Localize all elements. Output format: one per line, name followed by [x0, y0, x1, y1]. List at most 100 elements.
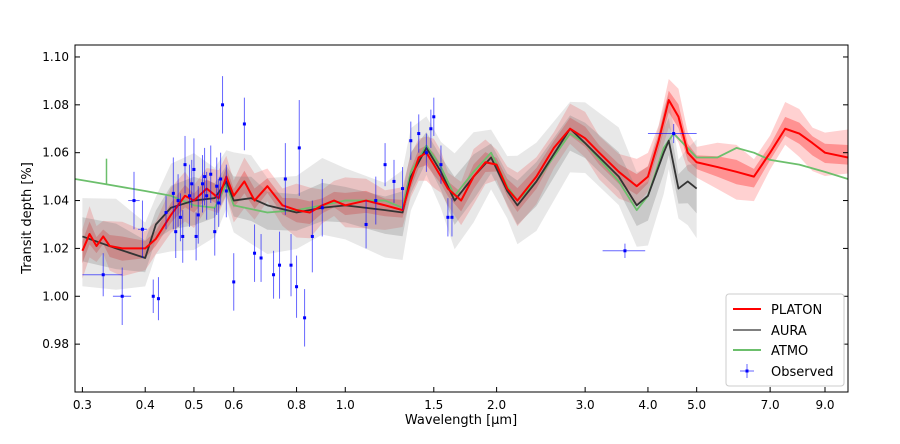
x-tick-label: 1.0 [336, 398, 355, 412]
observed-point [156, 277, 160, 321]
observed-point [217, 179, 221, 227]
observed-point [450, 198, 454, 237]
observed-marker [151, 294, 155, 298]
x-tick-label: 0.5 [184, 398, 203, 412]
observed-point [409, 121, 413, 160]
observed-marker [101, 273, 105, 277]
observed-point [320, 179, 324, 237]
observed-marker [374, 199, 378, 203]
observed-marker [383, 163, 387, 167]
observed-marker [259, 256, 263, 260]
observed-marker [224, 189, 228, 193]
legend: PLATON AURA ATMO Observed [725, 293, 845, 387]
y-axis-ticks: 0.98 1.00 1.02 1.04 1.06 1.08 1.10 [42, 50, 848, 351]
observed-point [295, 255, 299, 318]
observed-point [196, 186, 200, 244]
observed-point [374, 176, 378, 225]
legend-swatch-observed [740, 364, 754, 378]
observed-point [82, 253, 123, 297]
observed-point [253, 224, 257, 282]
legend-label-atmo: ATMO [771, 344, 808, 359]
y-tick-label: 1.10 [42, 50, 69, 64]
observed-marker [140, 227, 144, 231]
observed-marker [156, 297, 160, 301]
observed-point [183, 135, 187, 194]
observed-marker [672, 132, 676, 136]
observed-marker [203, 175, 207, 179]
observed-point [203, 147, 207, 206]
y-axis-label: Transit depth [%] [20, 162, 35, 275]
observed-point [137, 200, 147, 258]
observed-marker [283, 177, 287, 181]
observed-point [151, 279, 155, 314]
observed-marker [295, 285, 299, 289]
observed-point [188, 164, 192, 227]
observed-marker [213, 230, 217, 234]
observed-marker [176, 199, 180, 203]
observed-marker [409, 139, 413, 143]
x-tick-label: 5.0 [687, 398, 706, 412]
x-tick-label: 7.0 [761, 398, 780, 412]
observed-point [205, 171, 209, 220]
observed-point [429, 109, 433, 148]
observed-point [424, 133, 428, 172]
observed-marker [120, 294, 124, 298]
y-tick-label: 1.00 [42, 289, 69, 303]
observed-marker [289, 263, 293, 267]
x-tick-label: 2.0 [487, 398, 506, 412]
observed-marker [424, 151, 428, 155]
observed-point [200, 155, 204, 213]
observed-marker [432, 115, 436, 119]
x-tick-label: 0.4 [136, 398, 155, 412]
observed-point [174, 205, 178, 258]
observed-marker [232, 280, 236, 284]
observed-marker [320, 206, 324, 210]
observed-point [176, 174, 180, 227]
y-tick-label: 1.08 [42, 98, 69, 112]
observed-point [417, 114, 421, 153]
observed-point [392, 159, 396, 203]
observed-marker [242, 122, 246, 126]
observed-marker [205, 194, 209, 198]
observed-marker [215, 184, 219, 188]
observed-point [647, 123, 697, 144]
observed-marker [188, 194, 192, 198]
observed-point [446, 198, 450, 237]
observed-marker [623, 249, 627, 253]
atmo-line [75, 132, 848, 214]
aura-band-outer [82, 94, 697, 290]
observed-point [128, 171, 140, 230]
observed-point [259, 234, 263, 282]
uncertainty-bands [82, 79, 848, 290]
observed-marker [171, 191, 175, 195]
observed-point [272, 250, 276, 299]
observed-marker [181, 234, 185, 238]
observed-marker [446, 215, 450, 219]
observed-point [221, 76, 225, 134]
observed-marker [253, 251, 257, 255]
observed-point [192, 138, 196, 201]
y-tick-label: 0.98 [42, 337, 69, 351]
observed-marker [178, 215, 182, 219]
observed-marker [196, 213, 200, 217]
platon-band-outer [82, 79, 848, 279]
observed-point [209, 145, 213, 203]
observed-point [190, 159, 194, 208]
observed-marker [450, 215, 454, 219]
x-tick-label: 3.0 [576, 398, 595, 412]
observed-point [224, 164, 228, 218]
observed-marker [278, 263, 282, 267]
observed-marker [310, 234, 314, 238]
observed-point [171, 157, 175, 230]
observed-marker [174, 230, 178, 234]
observed-point [303, 289, 307, 347]
x-tick-label: 0.6 [224, 398, 243, 412]
observed-marker [192, 167, 196, 171]
observed-marker [194, 234, 198, 238]
observed-marker [219, 177, 223, 181]
observed-point [289, 234, 293, 297]
legend-label-observed: Observed [771, 365, 834, 380]
observed-point [310, 200, 314, 273]
